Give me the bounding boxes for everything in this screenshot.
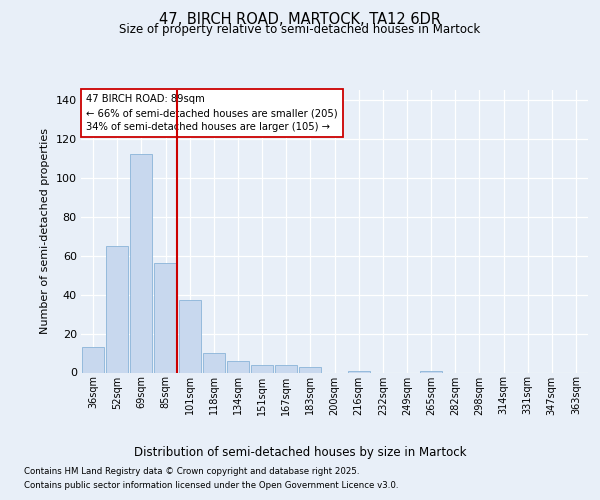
Bar [251,364,273,372]
Text: Distribution of semi-detached houses by size in Martock: Distribution of semi-detached houses by … [134,446,466,459]
Bar [203,353,225,372]
Bar [154,264,176,372]
Text: Contains HM Land Registry data © Crown copyright and database right 2025.: Contains HM Land Registry data © Crown c… [24,467,359,476]
Bar [106,246,128,372]
Bar [130,154,152,372]
Bar [347,370,370,372]
Text: 47, BIRCH ROAD, MARTOCK, TA12 6DR: 47, BIRCH ROAD, MARTOCK, TA12 6DR [159,12,441,28]
Text: Size of property relative to semi-detached houses in Martock: Size of property relative to semi-detach… [119,24,481,36]
Bar [420,370,442,372]
Bar [299,366,322,372]
Text: Contains public sector information licensed under the Open Government Licence v3: Contains public sector information licen… [24,481,398,490]
Text: 47 BIRCH ROAD: 89sqm
← 66% of semi-detached houses are smaller (205)
34% of semi: 47 BIRCH ROAD: 89sqm ← 66% of semi-detac… [86,94,338,132]
Y-axis label: Number of semi-detached properties: Number of semi-detached properties [40,128,50,334]
Bar [82,347,104,372]
Bar [227,361,249,372]
Bar [179,300,201,372]
Bar [275,364,298,372]
